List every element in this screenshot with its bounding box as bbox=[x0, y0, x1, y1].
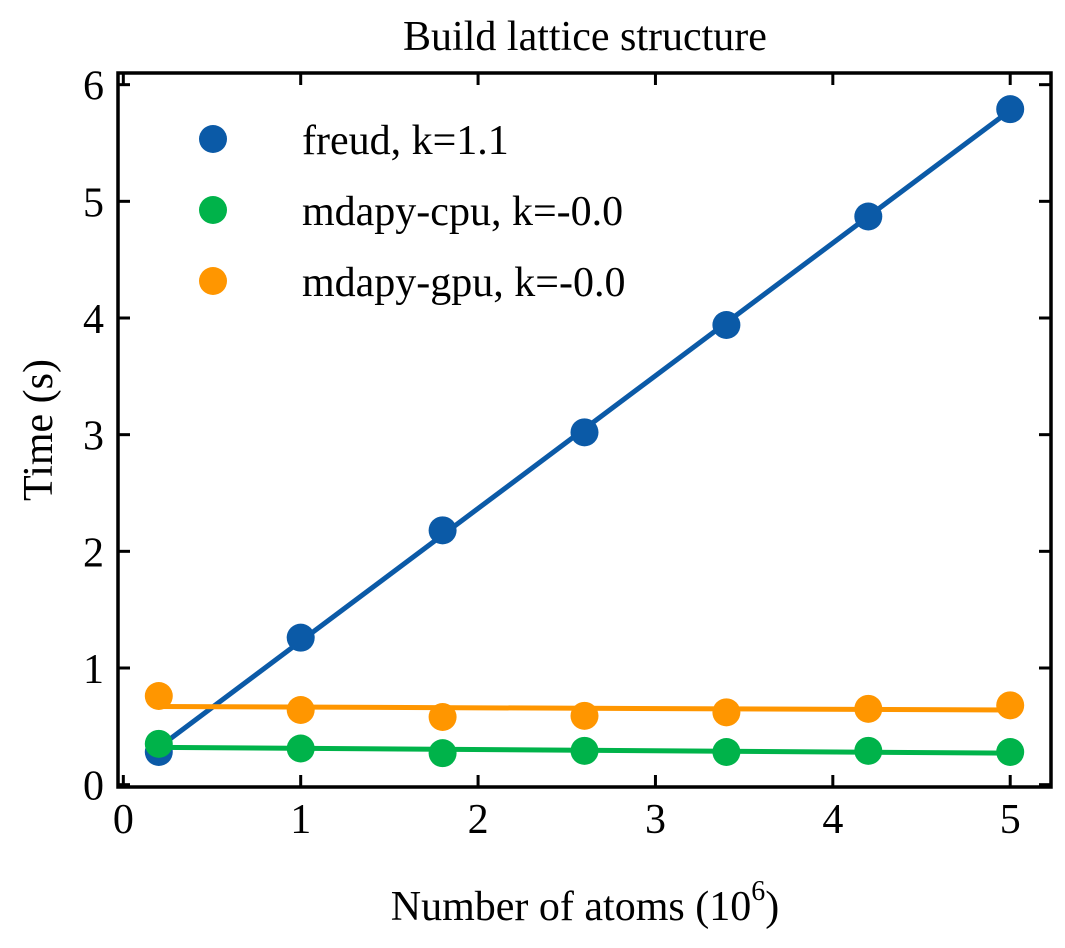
series-2-point bbox=[996, 691, 1025, 720]
series-1-point bbox=[570, 736, 599, 765]
x-axis-label: Number of atoms (106) bbox=[391, 876, 779, 930]
series-1-point bbox=[428, 739, 457, 768]
y-tick-label: 3 bbox=[83, 414, 104, 460]
plot-area bbox=[144, 95, 1025, 768]
series-0-point bbox=[712, 311, 741, 339]
series-1 bbox=[144, 729, 1025, 768]
y-tick-label: 4 bbox=[83, 297, 104, 343]
x-tick-label: 4 bbox=[822, 797, 843, 843]
axis-ticks: 0 1 2 3 4 5 0 1 2 3 4 5 6 bbox=[83, 64, 1051, 843]
series-2 bbox=[144, 682, 1025, 731]
y-axis-label: Time (s) bbox=[16, 359, 62, 501]
legend-entry: mdapy-cpu, k=-0.0 bbox=[199, 189, 623, 235]
series-0-point bbox=[286, 623, 315, 652]
series-0-point bbox=[996, 95, 1025, 124]
legend-label: mdapy-gpu, k=-0.0 bbox=[302, 260, 625, 306]
x-tick-label: 3 bbox=[645, 797, 666, 843]
series-2-point bbox=[854, 694, 883, 723]
legend-entry: freud, k=1.1 bbox=[199, 118, 509, 164]
legend-marker bbox=[199, 196, 227, 224]
y-tick-label: 0 bbox=[83, 764, 104, 810]
y-tick-label: 5 bbox=[83, 180, 104, 226]
legend-marker bbox=[199, 267, 227, 295]
y-tick-label: 1 bbox=[83, 647, 104, 693]
series-0-point bbox=[854, 202, 883, 231]
series-1-point bbox=[286, 734, 315, 763]
series-2-point bbox=[570, 701, 599, 730]
legend: freud, k=1.1 mdapy-cpu, k=-0.0 mdapy-gpu, … bbox=[199, 118, 625, 306]
series-2-point bbox=[286, 696, 315, 724]
x-tick-label: 0 bbox=[113, 797, 134, 843]
legend-label: mdapy-cpu, k=-0.0 bbox=[302, 189, 623, 235]
series-1-point bbox=[996, 738, 1025, 766]
series-0-point bbox=[570, 418, 599, 447]
legend-entry: mdapy-gpu, k=-0.0 bbox=[199, 260, 625, 306]
y-tick-label: 2 bbox=[83, 530, 104, 576]
series-2-point bbox=[712, 698, 741, 727]
series-1-point bbox=[144, 729, 173, 758]
x-tick-label: 2 bbox=[468, 797, 489, 843]
legend-marker bbox=[199, 125, 227, 153]
legend-label: freud, k=1.1 bbox=[302, 118, 509, 164]
series-2-point bbox=[144, 682, 173, 710]
series-0-point bbox=[428, 516, 457, 545]
series-1-point bbox=[854, 736, 883, 765]
y-tick-label: 6 bbox=[83, 64, 104, 110]
series-0 bbox=[144, 95, 1025, 766]
series-2-point bbox=[428, 703, 457, 731]
chart-title: Build lattice structure bbox=[403, 14, 767, 60]
series-1-point bbox=[712, 738, 741, 766]
x-tick-label: 1 bbox=[290, 797, 311, 843]
plot-frame bbox=[116, 71, 1053, 789]
x-tick-label: 5 bbox=[1000, 797, 1021, 843]
